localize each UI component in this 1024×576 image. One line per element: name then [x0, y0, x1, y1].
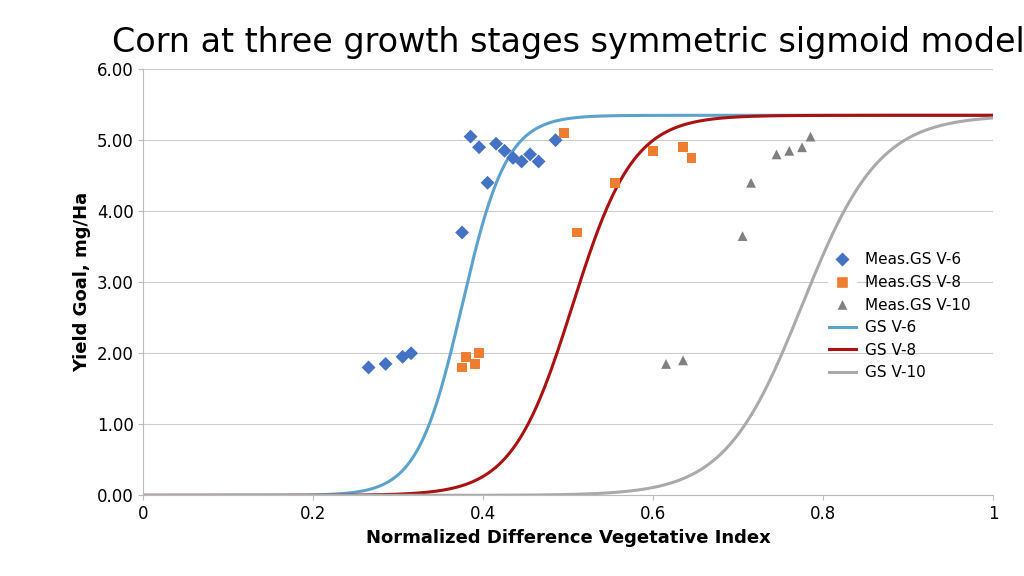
Meas.GS V-6 [394, 352, 411, 362]
Meas.GS V-8 [458, 352, 474, 362]
Meas.GS V-10 [768, 150, 784, 159]
Meas.GS V-6 [530, 157, 547, 166]
Meas.GS V-6 [513, 157, 529, 166]
Meas.GS V-6 [505, 153, 521, 162]
Meas.GS V-8 [675, 143, 691, 152]
Meas.GS V-8 [645, 146, 662, 156]
Title: Corn at three growth stages symmetric sigmoid model: Corn at three growth stages symmetric si… [112, 26, 1024, 59]
Meas.GS V-8 [568, 228, 585, 237]
Meas.GS V-6 [497, 146, 513, 156]
Meas.GS V-6 [463, 132, 479, 141]
Meas.GS V-6 [402, 348, 419, 358]
Meas.GS V-6 [522, 150, 539, 159]
Meas.GS V-10 [803, 132, 819, 141]
X-axis label: Normalized Difference Vegetative Index: Normalized Difference Vegetative Index [366, 529, 771, 547]
Meas.GS V-10 [794, 143, 810, 152]
Meas.GS V-6 [360, 363, 377, 372]
Meas.GS V-8 [454, 363, 470, 372]
Y-axis label: Yield Goal, mg/Ha: Yield Goal, mg/Ha [73, 192, 91, 372]
Meas.GS V-8 [467, 359, 483, 369]
Meas.GS V-10 [734, 232, 751, 241]
Meas.GS V-6 [471, 143, 487, 152]
Meas.GS V-6 [487, 139, 504, 149]
Meas.GS V-10 [781, 146, 798, 156]
Meas.GS V-8 [556, 128, 572, 138]
Meas.GS V-10 [657, 359, 674, 369]
Meas.GS V-10 [675, 356, 691, 365]
Legend: Meas.GS V-6, Meas.GS V-8, Meas.GS V-10, GS V-6, GS V-8, GS V-10: Meas.GS V-6, Meas.GS V-8, Meas.GS V-10, … [822, 246, 977, 386]
Meas.GS V-6 [378, 359, 394, 369]
Meas.GS V-6 [479, 178, 496, 187]
Meas.GS V-8 [683, 153, 699, 162]
Meas.GS V-8 [471, 348, 487, 358]
Meas.GS V-10 [742, 178, 759, 187]
Meas.GS V-6 [454, 228, 470, 237]
Meas.GS V-8 [607, 178, 624, 187]
Meas.GS V-6 [548, 135, 564, 145]
